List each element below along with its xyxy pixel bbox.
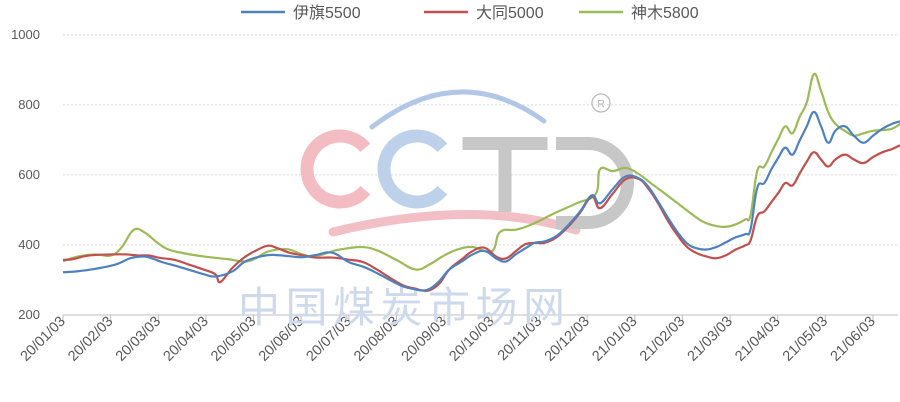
svg-text:1000: 1000 (11, 27, 40, 42)
svg-text:R: R (597, 99, 605, 111)
svg-text:伊旗5500: 伊旗5500 (293, 4, 361, 22)
svg-text:大同5000: 大同5000 (476, 4, 544, 22)
svg-text:神木5800: 神木5800 (631, 4, 699, 22)
svg-text:400: 400 (18, 237, 40, 252)
svg-text:800: 800 (18, 97, 40, 112)
svg-text:中国煤炭市场网: 中国煤炭市场网 (238, 284, 571, 331)
svg-text:200: 200 (18, 307, 40, 322)
svg-text:600: 600 (18, 167, 40, 182)
